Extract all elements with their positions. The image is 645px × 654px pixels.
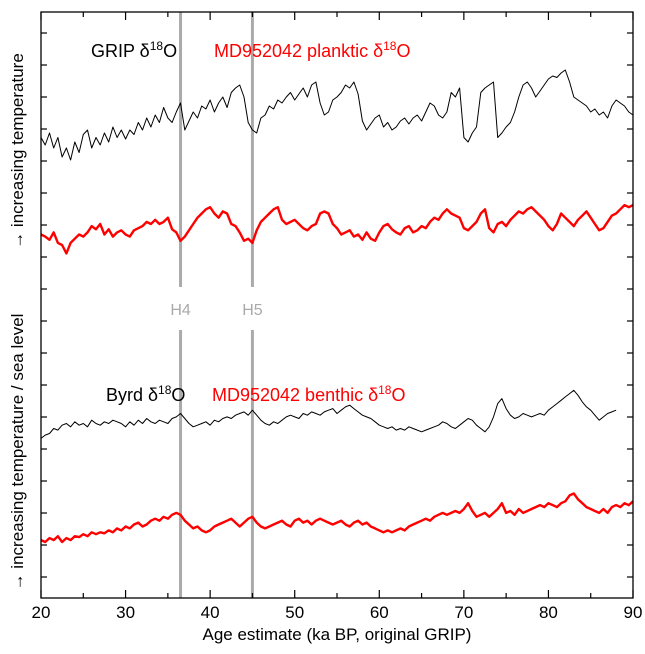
event-label-h4: H4 (170, 302, 191, 319)
bottom-series-label-black: Byrd δ18O (106, 383, 185, 405)
y-axis-title-top: → increasing temperature (8, 53, 27, 249)
bottom-series-black-line (40, 389, 617, 439)
x-tick-label: 60 (370, 603, 389, 622)
x-tick-label: 90 (624, 603, 643, 622)
y-axis-title-bottom: → increasing temperature / sea level (8, 314, 27, 591)
plot-frame (40, 11, 634, 599)
top-series-label-red: MD952042 planktic δ18O (214, 39, 411, 61)
x-tick-label: 30 (116, 603, 135, 622)
x-axis-title: Age estimate (ka BP, original GRIP) (203, 625, 472, 644)
x-tick-labels: 20 30 40 50 60 70 80 90 (32, 603, 643, 622)
x-tick-label: 50 (285, 603, 304, 622)
event-label-h5: H5 (242, 302, 263, 319)
top-series-black-line (40, 69, 634, 161)
event-labels: H4 H5 (170, 302, 262, 319)
x-tick-label: 70 (454, 603, 473, 622)
x-tick-label: 20 (32, 603, 51, 622)
top-series-label-black: GRIP δ18O (91, 39, 177, 61)
top-series-red-line (40, 203, 634, 255)
x-tick-label: 40 (201, 603, 220, 622)
series-layer (40, 69, 634, 544)
x-tick-label: 80 (539, 603, 558, 622)
bottom-series-label-red: MD952042 benthic δ18O (212, 383, 406, 405)
bottom-series-red-line (40, 492, 634, 544)
panel-labels: GRIP δ18O MD952042 planktic δ18O Byrd δ18O… (91, 39, 411, 405)
